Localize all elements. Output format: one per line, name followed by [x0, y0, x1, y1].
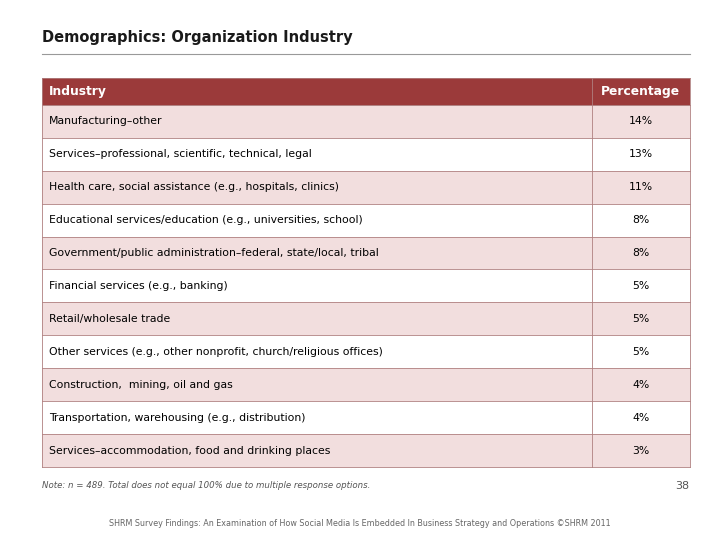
Bar	[592, 302, 690, 335]
Bar	[42, 204, 592, 237]
Text: 11%: 11%	[629, 182, 653, 192]
Text: 38: 38	[675, 481, 690, 491]
Text: Note: n = 489. Total does not equal 100% due to multiple response options.: Note: n = 489. Total does not equal 100%…	[42, 482, 370, 490]
Text: Services–accommodation, food and drinking places: Services–accommodation, food and drinkin…	[49, 446, 330, 456]
Text: Transportation, warehousing (e.g., distribution): Transportation, warehousing (e.g., distr…	[49, 413, 305, 423]
Text: 5%: 5%	[632, 314, 649, 324]
Bar	[42, 78, 592, 105]
Bar	[592, 171, 690, 204]
Text: 14%: 14%	[629, 116, 653, 126]
Bar	[42, 401, 592, 434]
Bar	[592, 237, 690, 269]
Bar	[42, 368, 592, 401]
Text: Health care, social assistance (e.g., hospitals, clinics): Health care, social assistance (e.g., ho…	[49, 182, 339, 192]
Text: Industry: Industry	[49, 85, 107, 98]
Bar	[42, 269, 592, 302]
Text: Demographics: Organization Industry: Demographics: Organization Industry	[42, 30, 352, 45]
Bar	[592, 204, 690, 237]
Bar	[592, 105, 690, 138]
Bar	[42, 335, 592, 368]
Text: 5%: 5%	[632, 347, 649, 357]
Bar	[42, 105, 592, 138]
Text: 4%: 4%	[632, 380, 649, 390]
Text: 5%: 5%	[632, 281, 649, 291]
Bar	[592, 401, 690, 434]
Text: Construction,  mining, oil and gas: Construction, mining, oil and gas	[49, 380, 233, 390]
Bar	[592, 78, 690, 105]
Text: 3%: 3%	[632, 446, 649, 456]
Text: Retail/wholesale trade: Retail/wholesale trade	[49, 314, 170, 324]
Text: 4%: 4%	[632, 413, 649, 423]
Text: 8%: 8%	[632, 248, 649, 258]
Text: Educational services/education (e.g., universities, school): Educational services/education (e.g., un…	[49, 215, 363, 225]
Text: 13%: 13%	[629, 149, 653, 159]
Bar	[592, 138, 690, 171]
Bar	[42, 237, 592, 269]
Text: 8%: 8%	[632, 215, 649, 225]
Bar	[42, 302, 592, 335]
Bar	[42, 138, 592, 171]
Bar	[42, 171, 592, 204]
Bar	[592, 368, 690, 401]
Bar	[42, 434, 592, 467]
Bar	[592, 335, 690, 368]
Bar	[592, 434, 690, 467]
Text: Other services (e.g., other nonprofit, church/religious offices): Other services (e.g., other nonprofit, c…	[49, 347, 383, 357]
Text: Financial services (e.g., banking): Financial services (e.g., banking)	[49, 281, 228, 291]
Bar	[592, 269, 690, 302]
Text: Services–professional, scientific, technical, legal: Services–professional, scientific, techn…	[49, 149, 312, 159]
Text: Percentage: Percentage	[601, 85, 680, 98]
Text: Government/public administration–federal, state/local, tribal: Government/public administration–federal…	[49, 248, 379, 258]
Text: SHRM Survey Findings: An Examination of How Social Media Is Embedded In Business: SHRM Survey Findings: An Examination of …	[109, 519, 611, 528]
Text: Manufacturing–other: Manufacturing–other	[49, 116, 163, 126]
